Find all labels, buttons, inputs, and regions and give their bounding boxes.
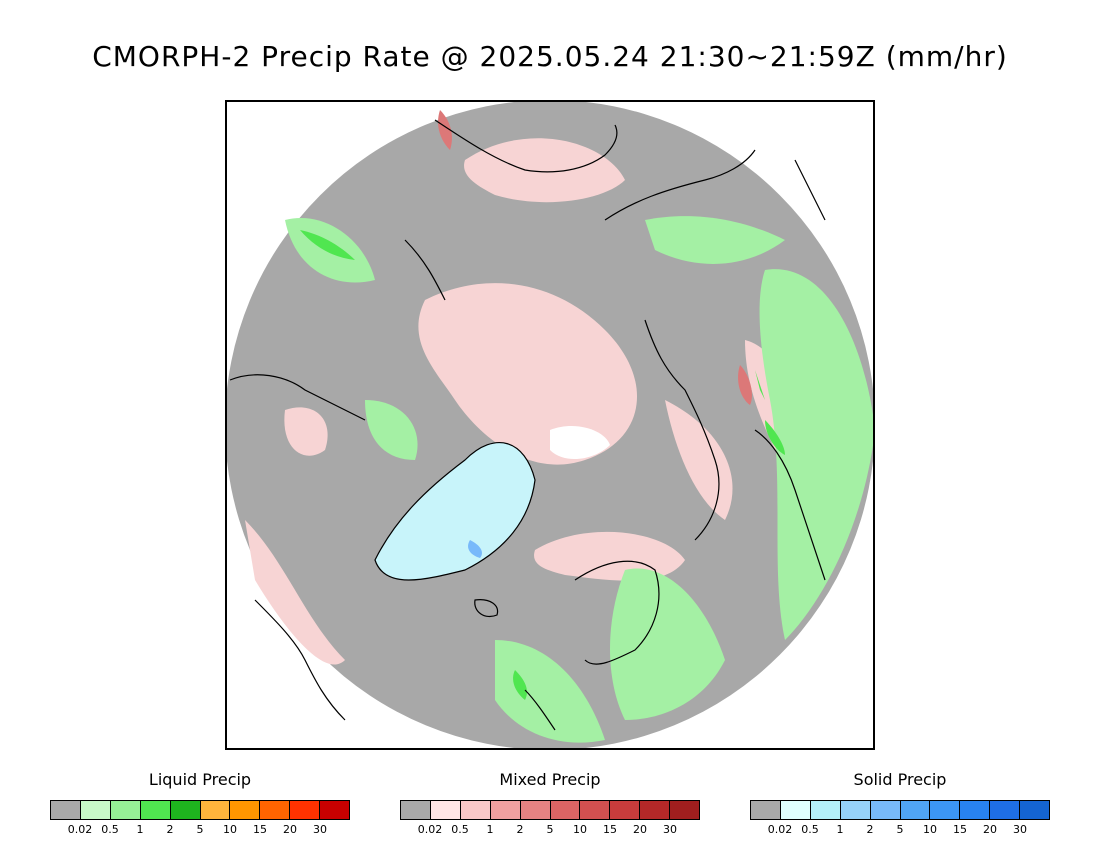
legend-tick-label: 10 [923, 823, 937, 836]
legend-swatch [990, 801, 1021, 819]
legend-tick-label: 0.02 [67, 823, 93, 836]
legend-tick-label: 10 [573, 823, 587, 836]
legend-swatch [780, 801, 811, 819]
legend-tick-label: 20 [283, 823, 297, 836]
polar-map-svg [227, 102, 873, 748]
legend-swatch [460, 801, 491, 819]
legend-tick-label: 1 [836, 823, 844, 836]
liquid-precip-areas [285, 216, 873, 743]
legend-tick-label: 15 [953, 823, 967, 836]
legend-tick-label: 15 [253, 823, 267, 836]
legend-mixed: Mixed Precip 0.02 0.5 1 2 5 10 15 20 30 [400, 770, 700, 837]
liquid-precip-moderate [300, 230, 785, 700]
legend-swatch [170, 801, 201, 819]
coastlines [229, 119, 826, 731]
polar-no-data [550, 425, 610, 460]
legend-tick-label: 5 [196, 823, 204, 836]
legend-swatch [290, 801, 321, 819]
legend-tick-label: 30 [663, 823, 677, 836]
legend-swatch [580, 801, 611, 819]
legend-swatch [200, 801, 231, 819]
legend-tick-label: 30 [1013, 823, 1027, 836]
legend-swatch [230, 801, 261, 819]
mixed-precip-heavy [438, 110, 752, 405]
legend-mixed-title: Mixed Precip [499, 770, 601, 789]
legend-swatch [520, 801, 551, 819]
legend-tick-label: 5 [896, 823, 904, 836]
legend-tick-label: 30 [313, 823, 327, 836]
legend-swatch [1020, 801, 1050, 819]
greenland-solid-precip [375, 442, 535, 580]
legend-swatch [960, 801, 991, 819]
legend-swatch [320, 801, 350, 819]
legend-tick-label: 2 [866, 823, 874, 836]
legend-tick-label: 0.02 [767, 823, 793, 836]
legend-swatch [870, 801, 901, 819]
chart-title: CMORPH-2 Precip Rate @ 2025.05.24 21:30~… [92, 40, 1008, 73]
legend-tick-label: 0.02 [417, 823, 443, 836]
legend-liquid-ticks: 0.02 0.5 1 2 5 10 15 20 30 [50, 823, 350, 837]
legend-swatch [900, 801, 931, 819]
legend-swatch [550, 801, 581, 819]
legend-solid-bar [750, 800, 1050, 820]
legend-swatch [51, 801, 81, 819]
legend-swatch [110, 801, 141, 819]
legend-tick-label: 20 [633, 823, 647, 836]
legend-tick-label: 1 [136, 823, 144, 836]
legend-solid-ticks: 0.02 0.5 1 2 5 10 15 20 30 [750, 823, 1050, 837]
legend-tick-label: 0.5 [451, 823, 469, 836]
legend-swatch [930, 801, 961, 819]
mixed-precip-areas [245, 138, 793, 665]
legend-swatch [810, 801, 841, 819]
legend-tick-label: 0.5 [101, 823, 119, 836]
legend-swatch [670, 801, 700, 819]
legend-liquid-title: Liquid Precip [148, 770, 252, 789]
legend-swatch [490, 801, 521, 819]
legend-mixed-bar [400, 800, 700, 820]
legend-solid-title: Solid Precip [853, 770, 947, 789]
legend-mixed-ticks: 0.02 0.5 1 2 5 10 15 20 30 [400, 823, 700, 837]
legend-liquid: Liquid Precip 0.02 0.5 1 2 5 10 15 20 30 [50, 770, 350, 837]
legend-swatch [751, 801, 781, 819]
legend-swatch [610, 801, 641, 819]
legend-liquid-bar [50, 800, 350, 820]
legend-tick-label: 2 [166, 823, 174, 836]
solid-precip-moderate [468, 540, 482, 558]
legend-tick-label: 5 [546, 823, 554, 836]
legend-swatch [80, 801, 111, 819]
legend-swatch [840, 801, 871, 819]
legend-swatch [260, 801, 291, 819]
legend-tick-label: 0.5 [801, 823, 819, 836]
legend-tick-label: 15 [603, 823, 617, 836]
legend-tick-label: 10 [223, 823, 237, 836]
legend-solid: Solid Precip 0.02 0.5 1 2 5 10 15 20 30 [750, 770, 1050, 837]
legend-swatch [640, 801, 671, 819]
legend-tick-label: 20 [983, 823, 997, 836]
legend-swatch [401, 801, 431, 819]
legend-tick-label: 2 [516, 823, 524, 836]
legend-tick-label: 1 [486, 823, 494, 836]
legend-swatch [430, 801, 461, 819]
polar-map [225, 100, 875, 750]
legend-swatch [140, 801, 171, 819]
